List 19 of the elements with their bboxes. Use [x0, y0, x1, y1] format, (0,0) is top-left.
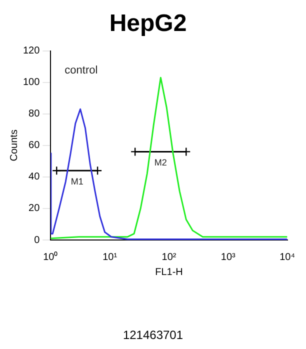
y-tick-label: 100: [22, 77, 40, 88]
x-tick-label: 10⁰: [43, 250, 58, 263]
text: 121463701: [122, 328, 184, 342]
y-axis-title: Counts: [8, 130, 20, 162]
x-tick-label: 10³: [220, 252, 236, 263]
y-tick-label: 120: [22, 46, 40, 57]
y-tick-label: 20: [28, 203, 40, 214]
chart-title: HepG2: [109, 10, 187, 38]
series-label: M2: [154, 158, 167, 168]
x-tick-label: 10¹: [102, 252, 118, 263]
x-tick-label: 10²: [162, 252, 177, 263]
x-axis-title: FL1-H: [155, 266, 183, 278]
annotation: control: [64, 64, 98, 76]
y-tick-label: 40: [28, 172, 40, 183]
y-tick-label: 80: [28, 108, 40, 120]
legend-label: M1: [70, 176, 84, 187]
x-tick-label: 10⁴: [280, 252, 295, 263]
y-tick-label: 0: [34, 234, 40, 246]
y-tick-label: 60: [28, 140, 40, 152]
